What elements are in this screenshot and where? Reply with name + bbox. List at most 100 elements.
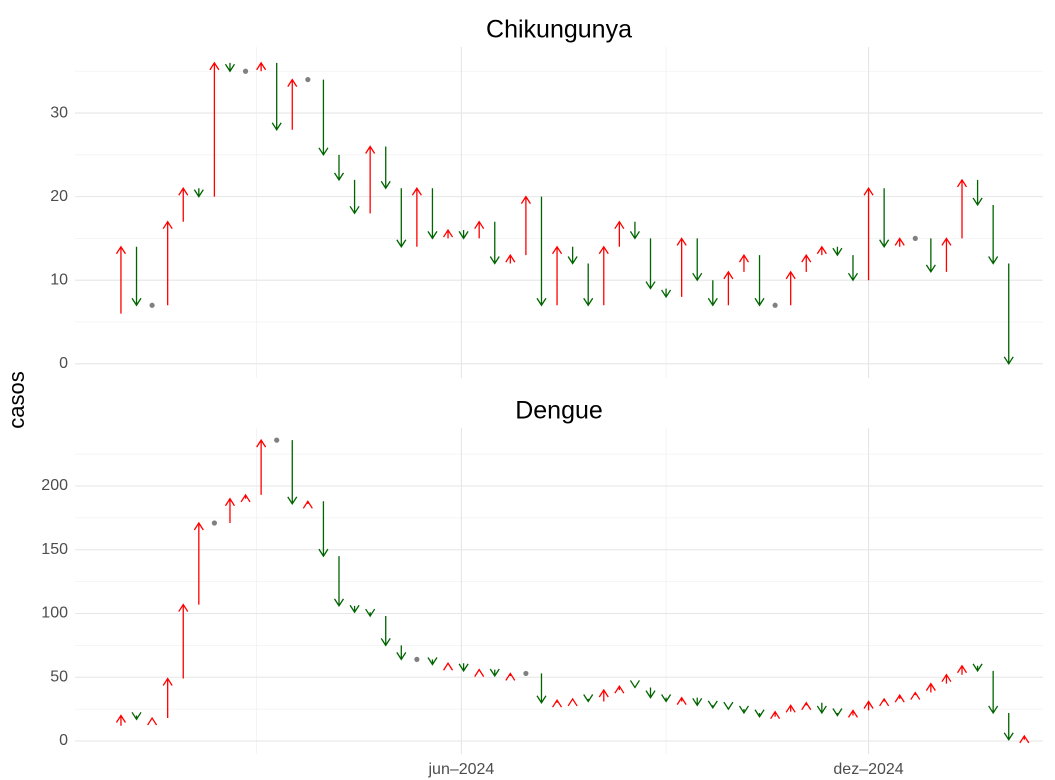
- arrow: [474, 668, 485, 677]
- arrow: [583, 694, 594, 703]
- arrow: [863, 187, 874, 281]
- point: [242, 68, 249, 74]
- arrow: [411, 187, 422, 247]
- arrow: [380, 616, 391, 647]
- x-tick-label: dez–2024: [833, 761, 903, 778]
- arrow: [956, 178, 968, 239]
- arrow: [723, 270, 734, 306]
- arrow: [645, 238, 656, 290]
- arrow: [925, 238, 936, 274]
- arrow: [988, 670, 999, 715]
- arrow: [692, 238, 703, 282]
- panel-title: Dengue: [515, 397, 603, 425]
- arrow: [832, 708, 843, 717]
- arrow: [333, 556, 345, 608]
- x-tick-label: jun–2024: [427, 761, 494, 778]
- arrow: [754, 255, 765, 307]
- arrow: [193, 521, 204, 605]
- arrow: [271, 62, 282, 131]
- arrow: [256, 438, 267, 495]
- arrow: [629, 221, 640, 240]
- arrow: [956, 664, 968, 675]
- arrow: [536, 673, 547, 704]
- arrow: [224, 497, 236, 523]
- arrow: [442, 228, 454, 239]
- arrow: [707, 700, 718, 710]
- arrow: [333, 154, 345, 182]
- arrow: [598, 245, 609, 306]
- arrow: [256, 61, 267, 72]
- arrow: [645, 687, 656, 699]
- arrow: [972, 179, 983, 207]
- point: [523, 670, 529, 677]
- arrow: [365, 145, 376, 214]
- arrow: [770, 710, 781, 720]
- arrow: [941, 237, 952, 272]
- arrow: [894, 237, 905, 247]
- y-tick-label: 0: [59, 355, 68, 372]
- arrow: [661, 694, 672, 703]
- y-tick-label: 100: [41, 605, 68, 622]
- arrow: [925, 682, 936, 693]
- point: [772, 302, 778, 308]
- arrow: [910, 691, 921, 700]
- arrow: [505, 253, 516, 264]
- arrow: [583, 263, 594, 307]
- point: [414, 656, 420, 663]
- arrow: [396, 188, 407, 248]
- arrow: [941, 673, 952, 684]
- arrow: [598, 688, 609, 702]
- arrow: [863, 700, 874, 711]
- arrow: [302, 500, 313, 509]
- arrow: [614, 684, 625, 694]
- arrow: [162, 677, 173, 719]
- panel-title: Chikungunya: [486, 16, 632, 44]
- y-tick-label: 0: [59, 732, 68, 749]
- arrow: [131, 711, 142, 721]
- arrow: [785, 704, 796, 713]
- arrow: [552, 698, 563, 708]
- arrow: [224, 62, 236, 73]
- arrow: [458, 230, 469, 240]
- arrow: [567, 697, 578, 707]
- arrow: [879, 188, 890, 248]
- arrow: [178, 603, 189, 679]
- arrow: [536, 196, 547, 307]
- arrow: [396, 645, 407, 661]
- arrow: [489, 668, 500, 678]
- arrow: [972, 663, 983, 673]
- arrow: [115, 245, 126, 314]
- y-axis-label: casos: [4, 371, 29, 428]
- arrow: [209, 61, 220, 197]
- arrow: [801, 253, 812, 272]
- arrow: [738, 253, 750, 272]
- arrow: [349, 179, 360, 215]
- arrow: [115, 714, 126, 726]
- arrow: [552, 245, 563, 306]
- arrow: [661, 288, 672, 299]
- arrow: [365, 608, 376, 618]
- arrow: [178, 187, 189, 222]
- y-tick-label: 30: [50, 104, 68, 121]
- arrow: [738, 705, 750, 715]
- arrow: [147, 716, 158, 726]
- arrow: [832, 246, 843, 257]
- arrow: [847, 709, 859, 718]
- arrow: [879, 697, 890, 707]
- arrow: [1019, 734, 1030, 744]
- arrow: [287, 78, 298, 130]
- arrow: [847, 255, 859, 282]
- point: [305, 76, 311, 83]
- y-tick-label: 150: [41, 541, 68, 558]
- arrow: [458, 663, 469, 673]
- arrow: [131, 246, 142, 307]
- arrow: [489, 221, 500, 265]
- arrow: [988, 204, 999, 265]
- arrow: [380, 146, 391, 190]
- arrow: [427, 188, 438, 240]
- arrow: [427, 657, 438, 666]
- arrow: [318, 501, 329, 558]
- arrow: [287, 440, 298, 506]
- arrow: [816, 702, 827, 715]
